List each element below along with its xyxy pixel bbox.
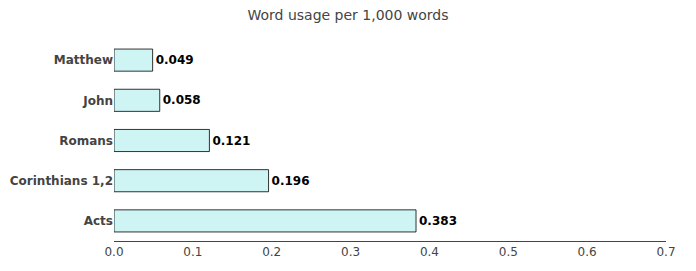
svg-text:John: John: [82, 94, 113, 108]
svg-text:Word usage per 1,000 words: Word usage per 1,000 words: [247, 7, 448, 23]
svg-text:0.121: 0.121: [212, 134, 250, 148]
svg-text:0.0: 0.0: [104, 245, 123, 259]
svg-text:0.2: 0.2: [262, 245, 281, 259]
svg-text:Romans: Romans: [59, 134, 113, 148]
svg-text:Corinthians 1,2: Corinthians 1,2: [10, 174, 113, 188]
svg-text:0.196: 0.196: [272, 174, 310, 188]
svg-text:0.6: 0.6: [578, 245, 597, 259]
svg-text:0.1: 0.1: [183, 245, 202, 259]
svg-text:Acts: Acts: [84, 214, 113, 228]
svg-text:0.383: 0.383: [419, 214, 457, 228]
svg-text:0.7: 0.7: [656, 245, 675, 259]
svg-text:Matthew: Matthew: [54, 53, 113, 67]
svg-text:0.049: 0.049: [156, 53, 194, 67]
svg-text:0.058: 0.058: [163, 93, 201, 107]
svg-text:0.3: 0.3: [341, 245, 360, 259]
svg-text:0.4: 0.4: [420, 245, 439, 259]
svg-text:0.5: 0.5: [499, 245, 518, 259]
